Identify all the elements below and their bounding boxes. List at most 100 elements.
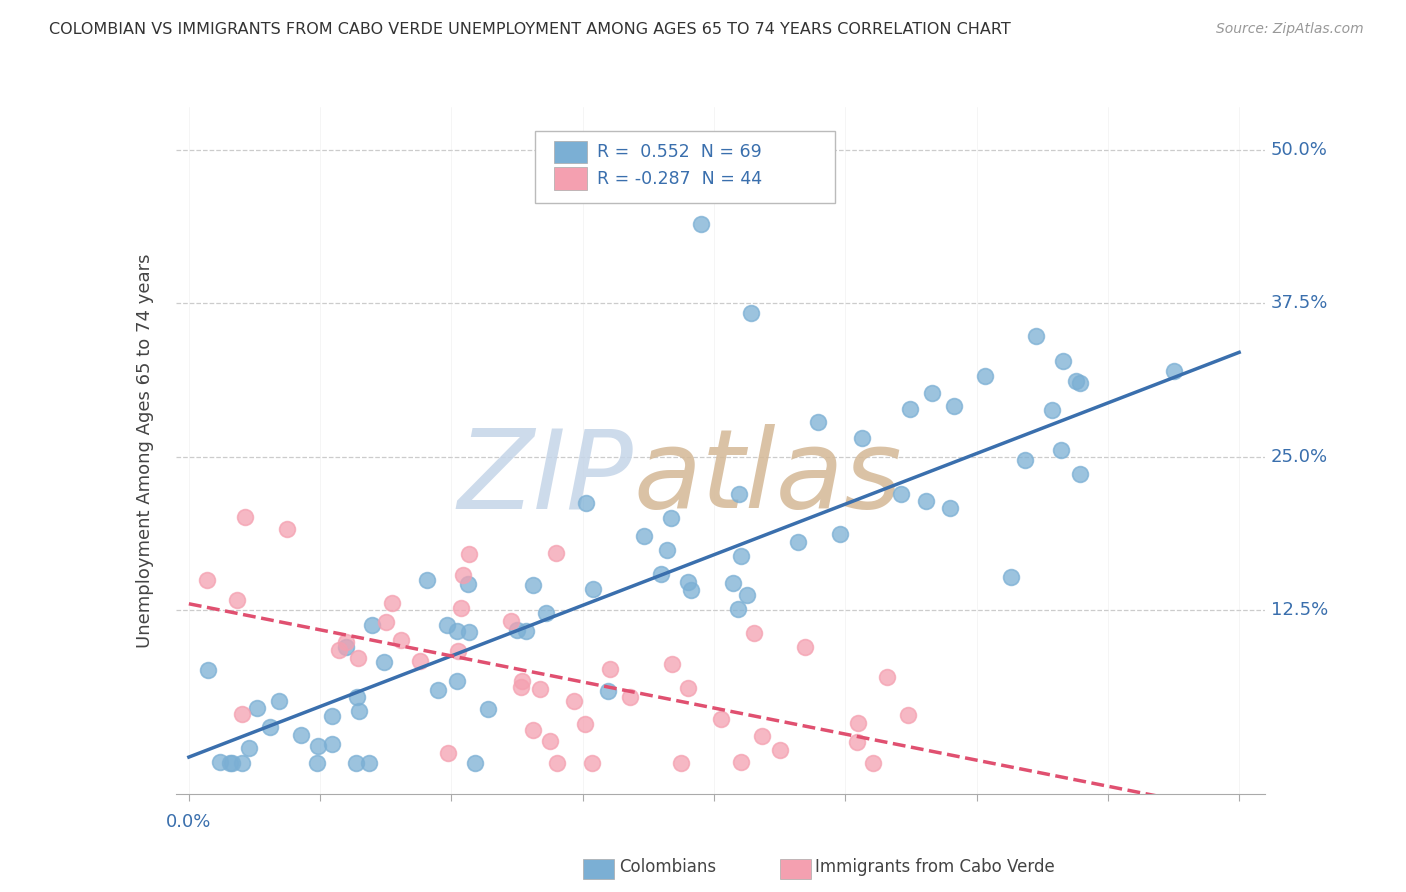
Point	[846, 735, 869, 749]
Text: ZIP: ZIP	[457, 425, 633, 532]
Point	[510, 673, 533, 688]
Point	[436, 618, 458, 632]
Point	[1014, 453, 1036, 467]
Point	[1069, 376, 1091, 391]
Point	[828, 527, 851, 541]
Point	[226, 593, 249, 607]
Point	[458, 547, 481, 561]
Point	[246, 700, 269, 714]
Point	[534, 606, 557, 620]
Point	[1025, 329, 1047, 343]
Point	[450, 601, 472, 615]
Point	[862, 756, 884, 771]
Point	[415, 573, 437, 587]
Point	[1069, 467, 1091, 482]
Point	[1000, 569, 1022, 583]
Point	[689, 217, 711, 231]
Point	[267, 694, 290, 708]
Point	[742, 626, 765, 640]
Text: R =  0.552  N = 69: R = 0.552 N = 69	[598, 143, 762, 161]
Point	[231, 706, 253, 721]
Text: Source: ZipAtlas.com: Source: ZipAtlas.com	[1216, 22, 1364, 37]
Text: 12.5%: 12.5%	[1271, 601, 1329, 619]
Point	[307, 739, 329, 753]
Point	[546, 546, 568, 560]
Point	[900, 401, 922, 416]
Point	[633, 529, 655, 543]
Point	[897, 708, 920, 723]
Point	[276, 523, 298, 537]
Point	[942, 399, 965, 413]
Point	[659, 510, 682, 524]
Point	[740, 306, 762, 320]
Point	[506, 624, 529, 638]
Point	[596, 684, 619, 698]
Point	[921, 385, 943, 400]
Point	[546, 756, 568, 771]
Point	[973, 369, 995, 384]
Point	[676, 575, 699, 590]
Text: COLOMBIAN VS IMMIGRANTS FROM CABO VERDE UNEMPLOYMENT AMONG AGES 65 TO 74 YEARS C: COLOMBIAN VS IMMIGRANTS FROM CABO VERDE …	[49, 22, 1011, 37]
Point	[575, 496, 598, 510]
Point	[373, 655, 395, 669]
Point	[599, 662, 621, 676]
Point	[335, 640, 357, 654]
Point	[522, 723, 544, 737]
Point	[727, 602, 749, 616]
Point	[582, 582, 605, 597]
Point	[939, 501, 962, 516]
Point	[728, 487, 751, 501]
Point	[347, 704, 370, 718]
Point	[344, 756, 367, 770]
Point	[451, 568, 474, 582]
Point	[681, 583, 703, 598]
Point	[501, 615, 523, 629]
Point	[581, 756, 603, 771]
Point	[915, 494, 938, 508]
Point	[574, 717, 596, 731]
Point	[195, 573, 218, 587]
Point	[769, 743, 792, 757]
Point	[347, 650, 370, 665]
Text: 37.5%: 37.5%	[1271, 294, 1329, 312]
Point	[321, 708, 343, 723]
Point	[447, 644, 470, 658]
Point	[238, 741, 260, 756]
Point	[522, 578, 544, 592]
Point	[259, 720, 281, 734]
Point	[751, 729, 773, 743]
Text: R = -0.287  N = 44: R = -0.287 N = 44	[598, 170, 762, 188]
Point	[233, 510, 256, 524]
Point	[538, 733, 561, 747]
Point	[730, 756, 752, 770]
Point	[619, 690, 641, 704]
Point	[1064, 374, 1087, 388]
Point	[335, 635, 357, 649]
Point	[851, 430, 873, 444]
Text: Immigrants from Cabo Verde: Immigrants from Cabo Verde	[815, 858, 1056, 876]
Point	[1163, 364, 1185, 378]
Point	[357, 756, 380, 771]
FancyBboxPatch shape	[536, 131, 835, 203]
Text: Colombians: Colombians	[619, 858, 716, 876]
Point	[231, 756, 253, 771]
Point	[446, 624, 468, 639]
Point	[876, 670, 898, 684]
Point	[197, 663, 219, 677]
Point	[457, 576, 479, 591]
Point	[1040, 402, 1063, 417]
Point	[437, 747, 460, 761]
Point	[328, 643, 350, 657]
Point	[477, 702, 499, 716]
Point	[375, 615, 398, 629]
Point	[846, 715, 869, 730]
Point	[710, 712, 733, 726]
Text: 50.0%: 50.0%	[1271, 141, 1327, 159]
Point	[321, 737, 343, 751]
Point	[346, 690, 368, 705]
Point	[807, 415, 830, 429]
Point	[786, 535, 808, 549]
Text: 0.0%: 0.0%	[166, 814, 211, 831]
Point	[650, 566, 672, 581]
Point	[515, 624, 537, 639]
